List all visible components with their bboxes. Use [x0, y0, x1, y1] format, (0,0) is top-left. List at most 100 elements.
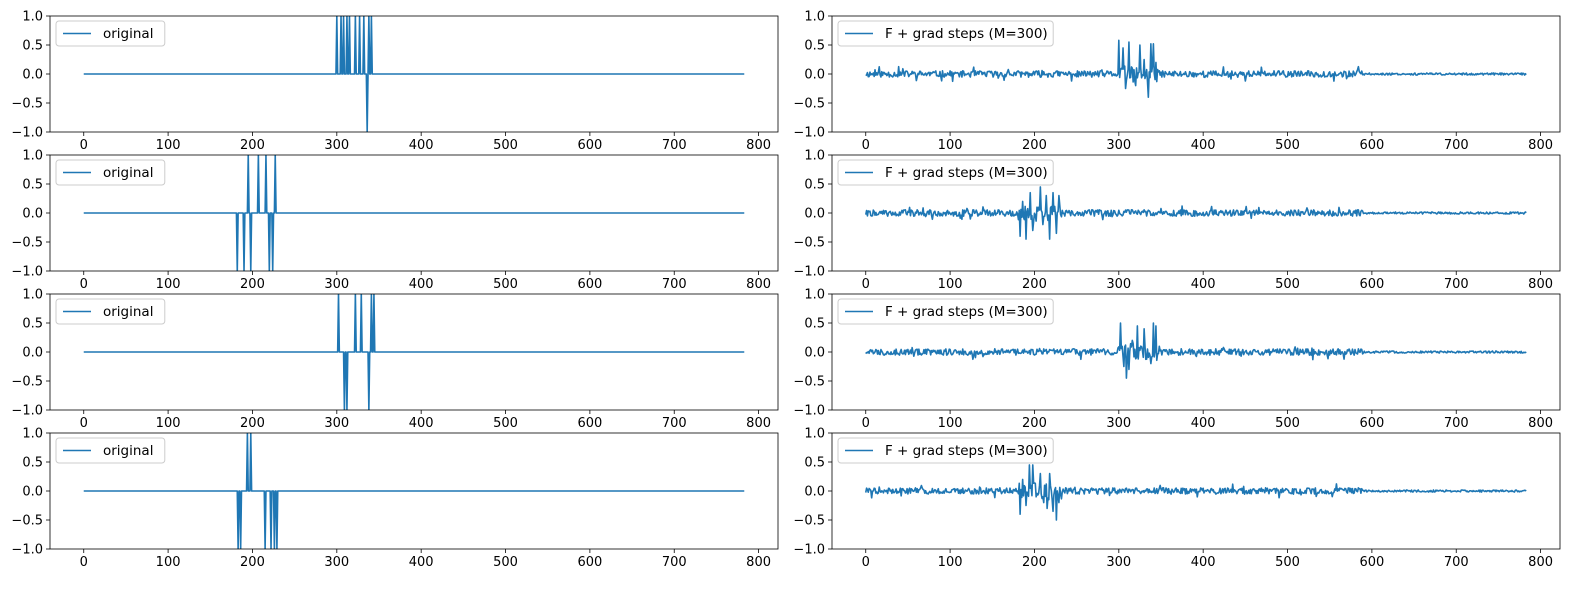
x-tick-label: 700 [662, 277, 687, 292]
x-tick-label: 700 [662, 416, 687, 431]
series-line [865, 322, 1527, 379]
legend-label: F + grad steps (M=300) [885, 165, 1048, 181]
y-tick-label: 0.5 [22, 39, 43, 54]
y-tick-label: 1.0 [22, 149, 43, 164]
x-tick-label: 500 [493, 416, 518, 431]
y-tick-label: 0.0 [22, 207, 43, 222]
series-line [83, 16, 745, 132]
y-tick-label: 0.5 [804, 317, 825, 332]
y-tick-label: 0.0 [22, 485, 43, 500]
y-tick-label: 1.0 [804, 149, 825, 164]
x-tick-label: 200 [240, 277, 265, 292]
x-tick-label: 0 [80, 277, 88, 292]
x-tick-label: 200 [1022, 138, 1047, 153]
legend-box [55, 159, 166, 186]
x-tick-label: 600 [577, 138, 602, 153]
y-tick-label: −1.0 [793, 543, 825, 558]
y-tick-label: 1.0 [22, 427, 43, 442]
x-tick-label: 100 [156, 138, 181, 153]
x-tick-label: 0 [80, 555, 88, 570]
x-tick-label: 300 [324, 416, 349, 431]
x-tick-label: 100 [938, 138, 963, 153]
legend-label: original [103, 304, 153, 320]
y-tick-label: 0.0 [22, 346, 43, 361]
x-tick-label: 500 [493, 555, 518, 570]
x-tick-label: 800 [1528, 277, 1553, 292]
x-tick-label: 400 [409, 416, 434, 431]
subplot-row-3-right: 0 100 200 300 400 500 600 700 800 −1.0 −0.5 0.0 0.5 1… [793, 288, 1561, 431]
x-tick-label: 400 [1191, 416, 1216, 431]
y-tick-label: 1.0 [22, 288, 43, 303]
y-tick-label: 0.0 [804, 68, 825, 83]
y-tick-label: 0.5 [22, 456, 43, 471]
x-tick-label: 100 [156, 277, 181, 292]
x-tick-label: 500 [1275, 416, 1300, 431]
series-line [865, 39, 1527, 98]
x-tick-label: 800 [1528, 138, 1553, 153]
x-tick-label: 700 [1444, 555, 1469, 570]
y-tick-label: −1.0 [11, 404, 43, 419]
y-tick-label: −0.5 [11, 375, 43, 390]
y-tick-label: 0.5 [22, 178, 43, 193]
x-tick-label: 100 [938, 277, 963, 292]
x-tick-label: 500 [493, 277, 518, 292]
legend-box [837, 20, 1054, 47]
legend-label: F + grad steps (M=300) [885, 26, 1048, 42]
x-tick-label: 700 [1444, 416, 1469, 431]
x-tick-label: 200 [1022, 416, 1047, 431]
subplot-row-2-right: 0 100 200 300 400 500 600 700 800 −1.0 −0.5 0.0 0.5 1… [793, 149, 1561, 292]
x-tick-label: 200 [240, 416, 265, 431]
y-tick-label: −0.5 [793, 375, 825, 390]
subplot-row-1-left: 0 100 200 300 400 500 600 700 800 −1.0 −0.5 0.0 0.5 1… [11, 10, 779, 153]
legend-box [55, 20, 166, 47]
series-line [83, 433, 745, 549]
x-tick-label: 400 [1191, 277, 1216, 292]
x-tick-label: 600 [577, 416, 602, 431]
y-tick-label: −0.5 [11, 236, 43, 251]
x-tick-label: 0 [80, 416, 88, 431]
y-tick-label: 0.0 [804, 485, 825, 500]
x-tick-label: 0 [862, 138, 870, 153]
series-line [864, 464, 1527, 521]
y-tick-label: −1.0 [11, 543, 43, 558]
y-tick-label: −0.5 [793, 236, 825, 251]
x-tick-label: 800 [746, 416, 771, 431]
subplot-row-1-right: 0 100 200 300 400 500 600 700 800 −1.0 −0.5 0.0 0.5 1… [793, 10, 1561, 153]
x-tick-label: 500 [1275, 138, 1300, 153]
x-tick-label: 100 [156, 555, 181, 570]
series-line [83, 155, 745, 271]
y-tick-label: −0.5 [11, 97, 43, 112]
y-tick-label: −1.0 [793, 265, 825, 280]
legend-label: F + grad steps (M=300) [885, 443, 1048, 459]
y-tick-label: −1.0 [793, 126, 825, 141]
x-tick-label: 300 [1106, 416, 1131, 431]
series-line [83, 294, 745, 410]
x-tick-label: 600 [577, 555, 602, 570]
subplot-row-2-left: 0 100 200 300 400 500 600 700 800 −1.0 −0.5 0.0 0.5 1… [11, 149, 779, 292]
x-tick-label: 300 [1106, 138, 1131, 153]
x-tick-label: 500 [493, 138, 518, 153]
y-tick-label: 1.0 [804, 288, 825, 303]
x-tick-label: 500 [1275, 277, 1300, 292]
x-tick-label: 600 [1359, 138, 1384, 153]
x-tick-label: 300 [1106, 555, 1131, 570]
x-tick-label: 100 [938, 555, 963, 570]
y-tick-label: 0.5 [804, 178, 825, 193]
x-tick-label: 400 [409, 138, 434, 153]
x-tick-label: 800 [746, 555, 771, 570]
x-tick-label: 700 [662, 138, 687, 153]
x-tick-label: 200 [240, 555, 265, 570]
x-tick-label: 600 [1359, 416, 1384, 431]
x-tick-label: 700 [662, 555, 687, 570]
legend-label: original [103, 165, 153, 181]
legend-box [55, 298, 166, 325]
x-tick-label: 700 [1444, 138, 1469, 153]
subplot-row-3-left: 0 100 200 300 400 500 600 700 800 −1.0 −0.5 0.0 0.5 1… [11, 288, 779, 431]
x-tick-label: 700 [1444, 277, 1469, 292]
x-tick-label: 0 [862, 416, 870, 431]
series-line [864, 186, 1527, 240]
x-tick-label: 100 [156, 416, 181, 431]
x-tick-label: 300 [324, 277, 349, 292]
x-tick-label: 100 [938, 416, 963, 431]
x-tick-label: 400 [409, 555, 434, 570]
